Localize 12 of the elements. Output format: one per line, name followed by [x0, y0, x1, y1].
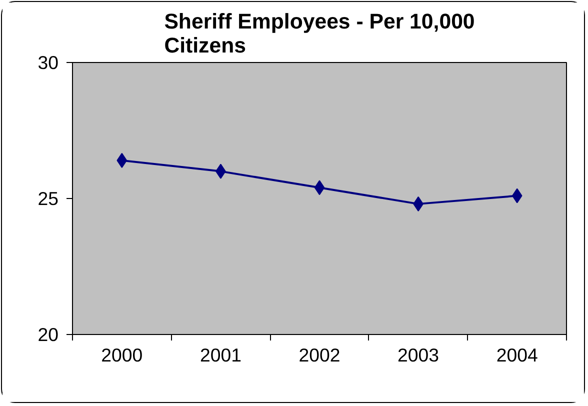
y-tick-label: 25: [38, 188, 59, 209]
point: [314, 180, 325, 196]
chart-title: Sheriff Employees - Per 10,000 Citizens: [164, 10, 475, 58]
y-tick-label: 30: [38, 52, 59, 73]
x-tick-label: 2002: [298, 344, 340, 366]
y-tick-label: 20: [38, 324, 59, 345]
point: [512, 188, 522, 204]
x-tick-label: 2001: [200, 344, 242, 366]
point: [116, 152, 128, 168]
x-tick-label: 2004: [496, 344, 538, 366]
x-tick-label: 2000: [101, 344, 143, 366]
x-tick-label: 2003: [398, 344, 440, 366]
